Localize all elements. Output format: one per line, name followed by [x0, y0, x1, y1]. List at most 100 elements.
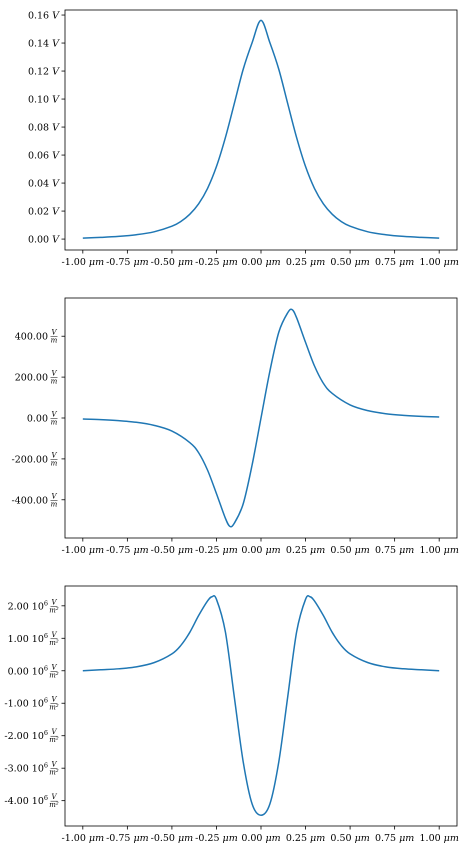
- x-tick-unit: μm: [441, 545, 459, 556]
- x-tick-label: -0.50 μm: [151, 257, 194, 268]
- x-tick-label: 0.25 μm: [286, 257, 325, 268]
- y-tick-value: 0.08: [28, 123, 49, 134]
- x-tick-unit: μm: [130, 545, 148, 556]
- y-tick-label: 0.04 V: [28, 179, 60, 190]
- x-tick-label: -1.00 μm: [62, 833, 105, 844]
- x-tick-unit: μm: [86, 545, 104, 556]
- y-tick-label: -1.00 106: [4, 697, 48, 710]
- y-tick-exponent-base: 10: [29, 699, 44, 710]
- field-gradient-panel: -1.00 μm -0.75 μm -0.50 μm -0.25 μm 0.00 μm 0…: [4, 585, 459, 844]
- x-tick-unit: μm: [396, 833, 414, 844]
- y-tick-label: 400.00: [15, 332, 48, 343]
- y-tick-unit-numerator: V: [51, 451, 57, 459]
- x-tick-value: -0.50: [151, 833, 175, 844]
- x-tick-unit: μm: [220, 545, 238, 556]
- y-tick-unit: V: [49, 39, 60, 50]
- x-tick-label: -0.75 μm: [106, 257, 149, 268]
- y-tick-exponent: 6: [44, 664, 48, 672]
- y-tick-label: 1.00 106: [8, 632, 48, 645]
- series-line: [82, 308, 440, 528]
- y-tick-label: 0.00 V: [28, 235, 60, 246]
- x-tick-label: 0.50 μm: [330, 545, 369, 556]
- x-tick-unit: μm: [352, 545, 370, 556]
- y-tick-unit-denominator: m²: [49, 671, 59, 679]
- y-tick-label: 0.00 106: [8, 664, 48, 677]
- y-tick-unit: V: [49, 123, 60, 134]
- x-tick-label: 0.50 μm: [330, 257, 369, 268]
- x-tick-unit: μm: [262, 833, 280, 844]
- x-tick-label: 0.75 μm: [375, 257, 414, 268]
- y-tick-label: 0.00: [27, 414, 48, 425]
- y-tick-unit: V: [49, 207, 60, 218]
- x-tick-value: 0.00: [241, 545, 262, 556]
- x-tick-label: 1.00 μm: [420, 545, 459, 556]
- y-tick-label: 2.00 106: [8, 599, 48, 612]
- x-tick-value: -1.00: [62, 833, 86, 844]
- y-tick-unit-numerator: V: [51, 793, 57, 801]
- y-tick-unit-denominator: m²: [49, 639, 59, 647]
- y-tick-exponent-base: 10: [29, 764, 44, 775]
- y-tick-unit: V: [49, 179, 60, 190]
- y-tick-unit-numerator: V: [51, 631, 57, 639]
- x-tick-value: 0.75: [375, 545, 396, 556]
- x-tick-value: -0.50: [151, 257, 175, 268]
- x-tick-value: -1.00: [62, 545, 86, 556]
- y-tick-exponent: 6: [44, 599, 48, 607]
- y-tick-unit-numerator: V: [51, 728, 57, 736]
- x-tick-unit: μm: [175, 545, 193, 556]
- y-tick-value: 200.00: [15, 373, 48, 384]
- y-tick-unit-numerator: V: [51, 761, 57, 769]
- x-tick-label: 0.00 μm: [241, 833, 280, 844]
- potential-panel: -1.00 μm -0.75 μm -0.50 μm -0.25 μm 0.00 μm 0…: [28, 9, 459, 268]
- x-tick-unit: μm: [220, 833, 238, 844]
- y-tick-unit: V: [49, 67, 60, 78]
- y-tick-value: -2.00: [4, 731, 28, 742]
- x-tick-unit: μm: [86, 257, 104, 268]
- y-tick-unit-numerator: V: [51, 598, 57, 606]
- series-line: [82, 594, 440, 817]
- x-tick-label: -0.25 μm: [195, 833, 238, 844]
- y-tick-label: 0.14 V: [28, 39, 60, 50]
- x-tick-unit: μm: [396, 257, 414, 268]
- x-tick-value: 0.25: [286, 257, 307, 268]
- y-tick-unit-denominator: m²: [49, 736, 59, 744]
- y-tick-exponent: 6: [44, 729, 48, 737]
- x-tick-unit: μm: [130, 833, 148, 844]
- y-tick-value: 0.02: [28, 207, 49, 218]
- x-tick-value: 0.00: [241, 257, 262, 268]
- x-tick-label: 0.00 μm: [241, 545, 280, 556]
- x-tick-unit: μm: [220, 257, 238, 268]
- axes-frame: [64, 585, 458, 827]
- x-tick-value: 0.75: [375, 257, 396, 268]
- y-tick-value: -1.00: [4, 699, 28, 710]
- x-tick-unit: μm: [130, 257, 148, 268]
- x-tick-value: 0.00: [241, 833, 262, 844]
- x-tick-value: 0.25: [286, 833, 307, 844]
- y-tick-label: 0.02 V: [28, 207, 60, 218]
- x-tick-unit: μm: [307, 257, 325, 268]
- x-tick-value: -1.00: [62, 257, 86, 268]
- y-tick-unit-denominator: m: [51, 378, 58, 386]
- y-tick-exponent-base: 10: [29, 796, 44, 807]
- y-tick-value: -200.00: [12, 454, 48, 465]
- y-tick-unit-numerator: V: [51, 370, 57, 378]
- x-tick-unit: μm: [262, 545, 280, 556]
- y-tick-value: 1.00: [8, 634, 29, 645]
- x-tick-unit: μm: [307, 833, 325, 844]
- y-tick-unit-numerator: V: [51, 411, 57, 419]
- x-tick-label: 1.00 μm: [420, 833, 459, 844]
- y-tick-exponent-base: 10: [29, 634, 44, 645]
- y-tick-value: 2.00: [8, 601, 29, 612]
- y-tick-exponent-base: 10: [29, 731, 44, 742]
- x-tick-unit: μm: [175, 833, 193, 844]
- axes-frame: [64, 297, 458, 539]
- y-tick-label: 0.06 V: [28, 151, 60, 162]
- y-tick-unit-denominator: m: [51, 459, 58, 467]
- x-tick-label: -0.75 μm: [106, 833, 149, 844]
- x-tick-unit: μm: [86, 833, 104, 844]
- x-tick-value: 1.00: [420, 545, 441, 556]
- y-tick-value: 0.12: [28, 67, 49, 78]
- y-tick-unit-denominator: m: [51, 419, 58, 427]
- y-tick-unit-denominator: m²: [49, 769, 59, 777]
- x-tick-label: -1.00 μm: [62, 545, 105, 556]
